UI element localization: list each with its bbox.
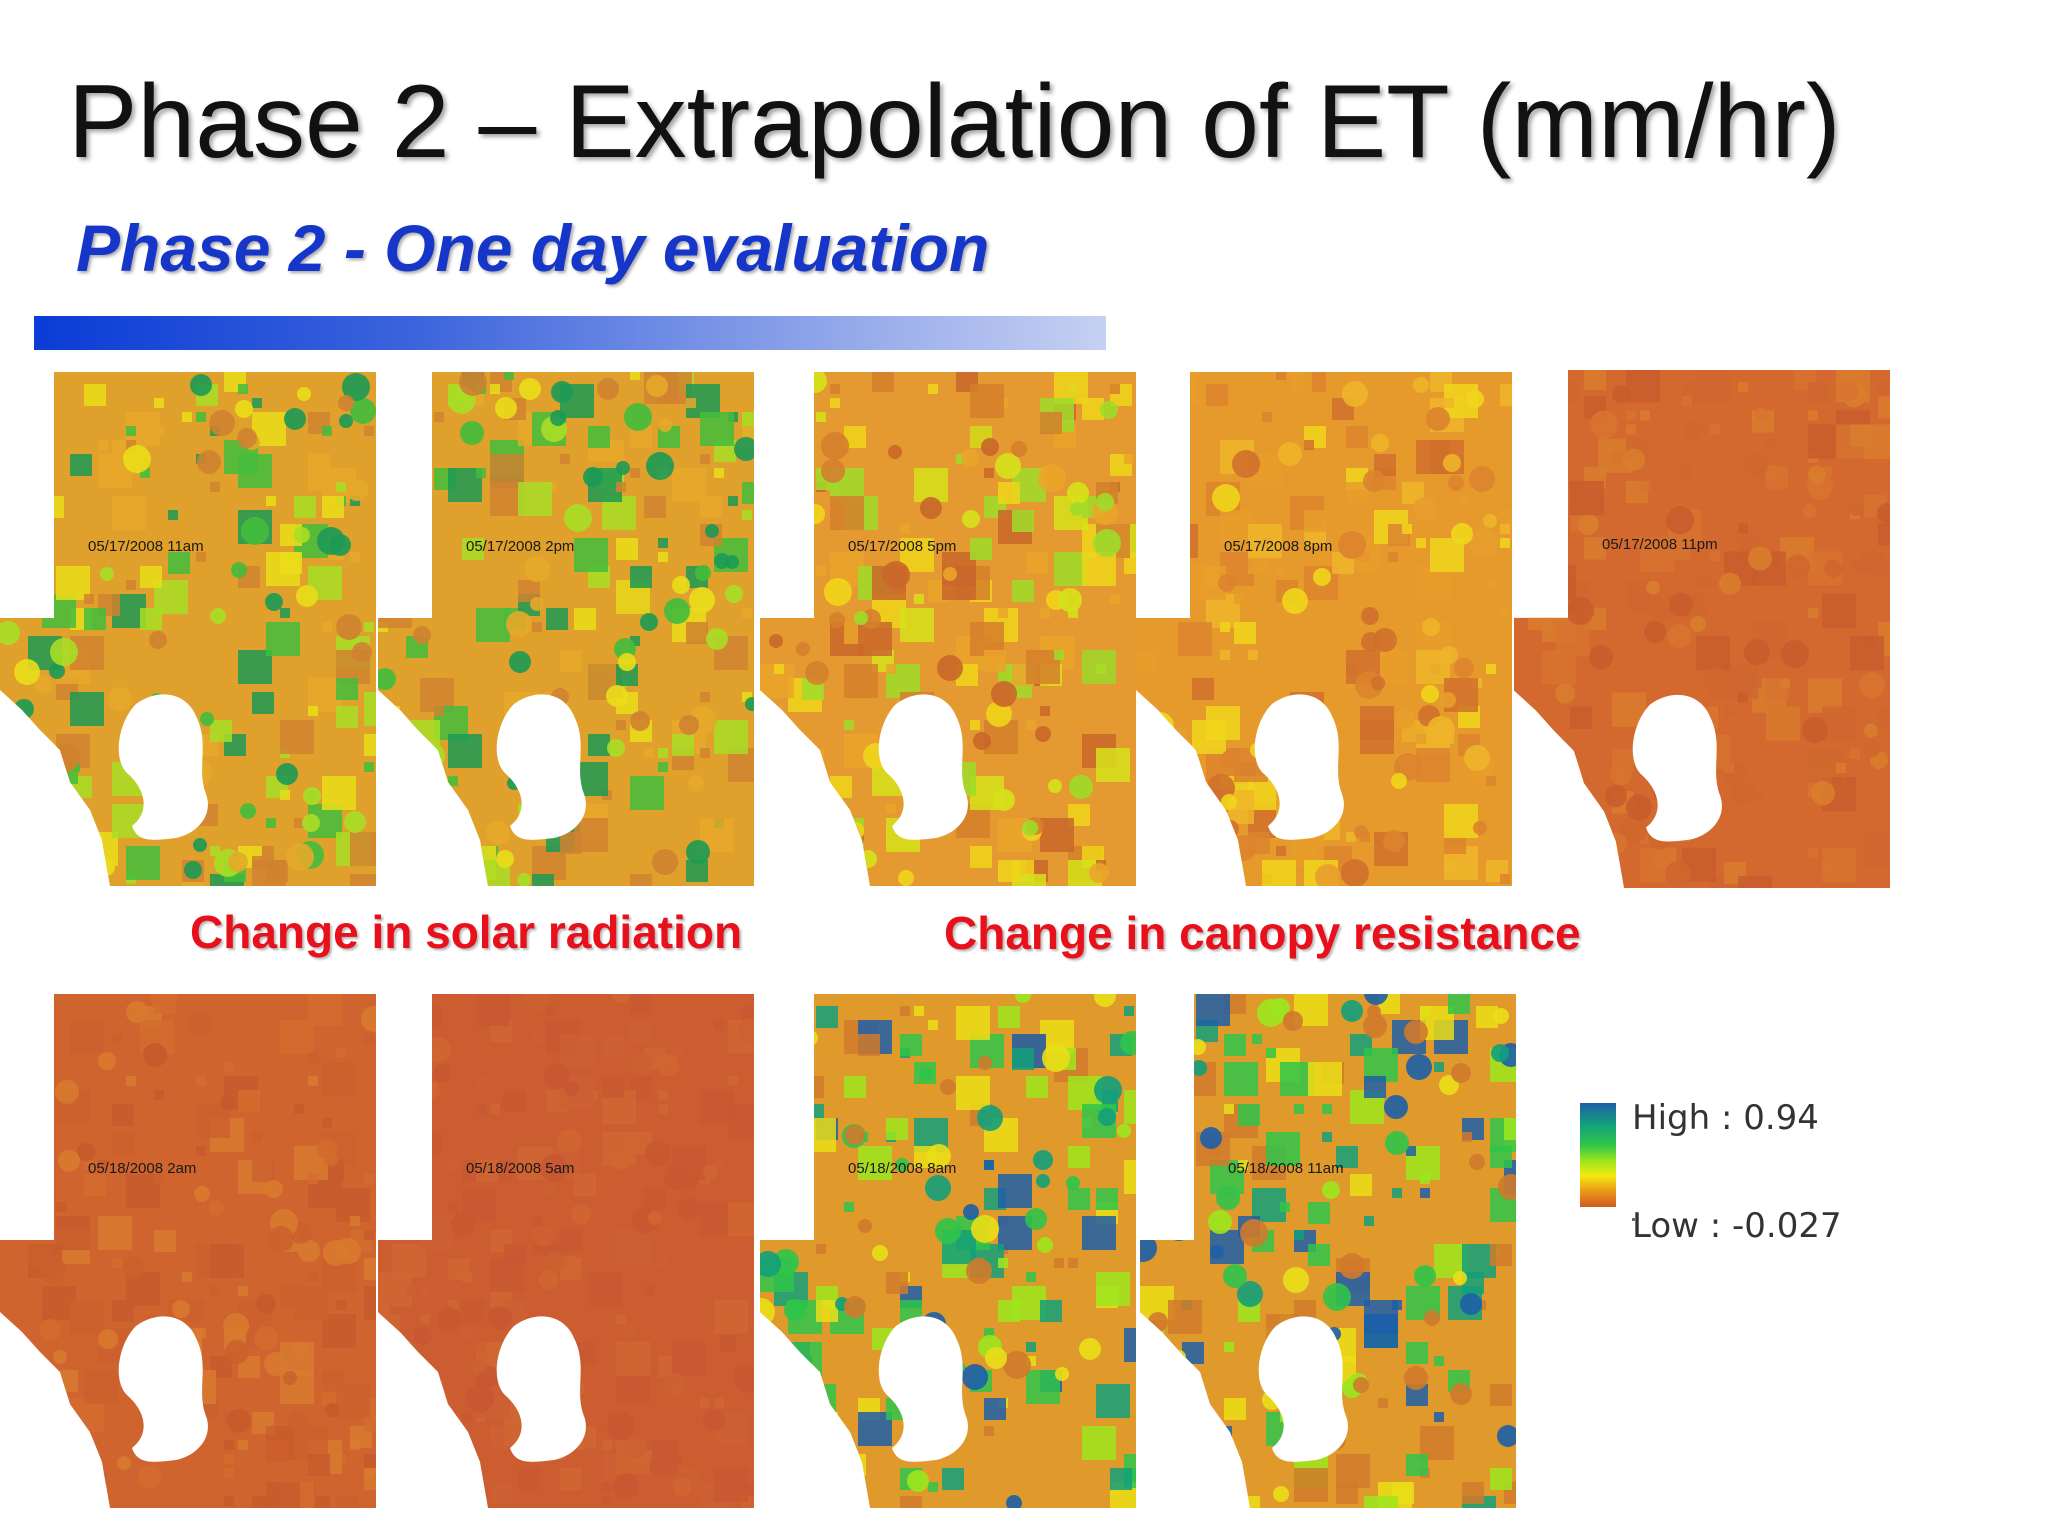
caption-solar-radiation: Change in solar radiation	[190, 906, 743, 958]
map-timestamp: 05/18/2008 5am	[466, 1160, 575, 1177]
legend-color-ramp	[1580, 1103, 1616, 1207]
slide-subtitle: Phase 2 - One day evaluation	[76, 211, 990, 285]
slide-title: Phase 2 – Extrapolation of ET (mm/hr)	[68, 64, 1841, 180]
et-map-4: 05/17/2008 8pm	[1136, 370, 1512, 886]
map-timestamp: 05/17/2008 5pm	[848, 538, 957, 555]
map-timestamp: 05/18/2008 2am	[88, 1160, 197, 1177]
et-map-3: 05/17/2008 5pm	[760, 370, 1136, 886]
map-timestamp: 05/17/2008 11am	[88, 538, 204, 555]
legend-tick-mark	[1632, 1218, 1635, 1221]
et-map-8: 05/18/2008 8am	[760, 992, 1136, 1508]
legend-low-label: Low : -0.027	[1632, 1206, 1842, 1246]
et-map-1: 05/17/2008 11am	[0, 370, 376, 886]
et-map-7: 05/18/2008 5am	[378, 992, 754, 1508]
et-map-2: 05/17/2008 2pm	[378, 370, 754, 886]
et-map-6: 05/18/2008 2am	[0, 992, 376, 1508]
map-timestamp: 05/17/2008 2pm	[466, 538, 575, 555]
map-timestamp: 05/17/2008 8pm	[1224, 538, 1333, 555]
map-timestamp: 05/17/2008 11pm	[1602, 536, 1718, 553]
map-timestamp: 05/18/2008 8am	[848, 1160, 957, 1177]
map-timestamp: 05/18/2008 11am	[1228, 1160, 1344, 1177]
et-map-5: 05/17/2008 11pm	[1514, 368, 1890, 888]
caption-canopy-resistance: Change in canopy resistance	[944, 907, 1581, 959]
title-underline-bar	[34, 316, 1106, 350]
et-map-9: 05/18/2008 11am	[1140, 992, 1516, 1508]
legend-high-label: High : 0.94	[1632, 1098, 1819, 1138]
